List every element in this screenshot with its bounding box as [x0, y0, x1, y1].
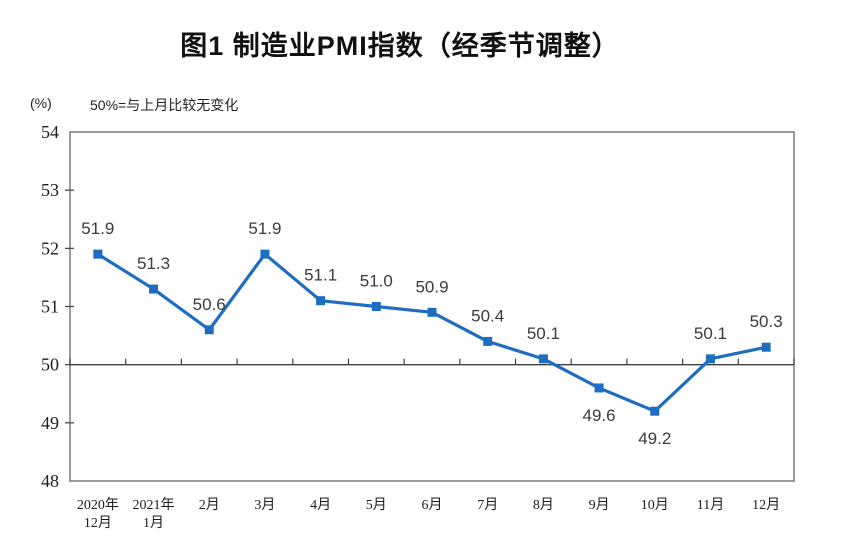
- x-tick-label: 12月: [752, 497, 780, 513]
- chart-title: 图1 制造业PMI指数（经季节调整）: [180, 31, 620, 61]
- x-tick-label: 12月: [84, 515, 112, 531]
- data-point-marker: [204, 325, 214, 335]
- data-point-label: 51.0: [360, 272, 393, 291]
- x-tick-label: 2月: [199, 497, 220, 513]
- data-point-label: 51.1: [304, 266, 337, 285]
- y-tick-label: 54: [41, 122, 59, 142]
- y-axis-unit-label: (%): [30, 95, 52, 111]
- y-tick-label: 53: [41, 180, 59, 200]
- x-tick-label: 10月: [641, 497, 669, 513]
- x-tick-label: 6月: [422, 497, 443, 513]
- x-tick-label: 1月: [143, 515, 164, 531]
- data-point-label: 50.1: [527, 324, 560, 343]
- data-point-label: 50.4: [471, 306, 504, 325]
- data-point-label: 49.6: [583, 406, 616, 425]
- data-point-marker: [149, 284, 159, 294]
- x-tick-label: 3月: [254, 497, 275, 513]
- baseline-note: 50%=与上月比较无变化: [90, 97, 239, 113]
- data-point-marker: [427, 307, 437, 317]
- x-tick-label: 4月: [310, 497, 331, 513]
- data-point-marker: [594, 383, 604, 393]
- data-point-label: 51.9: [248, 219, 281, 238]
- y-tick-label: 51: [41, 297, 59, 317]
- y-tick-label: 48: [41, 471, 59, 491]
- data-point-marker: [705, 354, 715, 364]
- data-point-label: 50.3: [750, 312, 783, 331]
- x-tick-label: 8月: [533, 497, 554, 513]
- data-point-marker: [260, 249, 270, 259]
- data-point-marker: [650, 406, 660, 416]
- y-tick-label: 49: [41, 413, 59, 433]
- x-tick-label: 2020年: [77, 497, 119, 513]
- x-tick-label: 7月: [477, 497, 498, 513]
- data-point-marker: [538, 354, 548, 364]
- data-point-label: 50.9: [415, 277, 448, 296]
- data-point-marker: [761, 342, 771, 352]
- y-tick-label: 52: [41, 238, 59, 258]
- data-point-marker: [483, 336, 493, 346]
- data-point-marker: [93, 249, 103, 259]
- x-tick-label: 11月: [697, 497, 724, 513]
- x-tick-label: 9月: [589, 497, 610, 513]
- x-tick-label: 2021年: [133, 497, 175, 513]
- y-tick-label: 50: [41, 355, 59, 375]
- data-point-label: 49.2: [638, 429, 671, 448]
- x-tick-label: 5月: [366, 497, 387, 513]
- data-point-label: 51.3: [137, 254, 170, 273]
- data-point-marker: [316, 296, 326, 306]
- data-point-label: 50.1: [694, 324, 727, 343]
- data-point-label: 50.6: [193, 295, 226, 314]
- data-point-marker: [371, 302, 381, 311]
- data-point-label: 51.9: [81, 219, 114, 238]
